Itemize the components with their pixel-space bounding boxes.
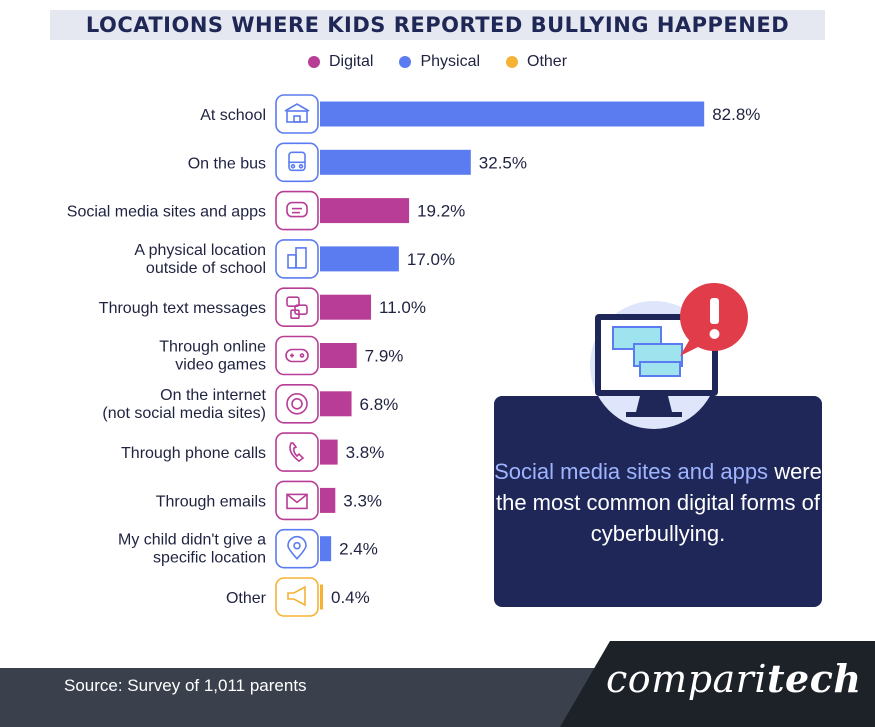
icon-frame <box>275 94 319 134</box>
globe-icon <box>286 392 308 415</box>
category-label: Social media sites and apps <box>67 204 266 221</box>
bar <box>320 343 357 368</box>
message-window-icon <box>639 361 681 377</box>
callout-box <box>494 396 822 607</box>
bar <box>320 584 323 610</box>
comparitech-logo: comparitech <box>606 656 862 701</box>
location-pin-icon <box>287 535 307 560</box>
icon-frame <box>275 432 319 472</box>
monitor-base <box>626 412 682 417</box>
chart-row: 11.0% Through text messages <box>99 287 426 328</box>
bar <box>320 294 372 320</box>
legend-item-other: Other <box>506 53 567 71</box>
brand-bold: tech <box>767 656 862 701</box>
megaphone-icon <box>287 585 306 607</box>
title-background <box>50 10 825 40</box>
value-label: 7.9% <box>365 347 404 366</box>
buildings-icon <box>287 247 307 269</box>
chart-row: 82.8% At school <box>200 94 760 134</box>
category-label: My child didn't give a specific location <box>118 532 266 567</box>
category-label: Through emails <box>156 493 266 510</box>
callout-text: Social media sites and apps were the mos… <box>494 456 822 549</box>
gamepad-icon <box>285 348 309 363</box>
icon-frame <box>275 239 319 279</box>
monitor-illustration <box>590 283 748 429</box>
icon-frame <box>275 480 319 521</box>
value-label: 3.8% <box>346 443 385 462</box>
chart-row: 17.0% A physical location outside of schoo… <box>134 239 455 279</box>
chart-rows: 82.8% At school 32.5% On the bus 19.2% Social… <box>67 94 760 617</box>
bus-icon <box>288 151 306 172</box>
alert-exclamation-bar <box>710 298 719 324</box>
footer-graphics <box>0 641 875 727</box>
bar <box>320 439 338 465</box>
text-messages-icon <box>286 296 308 320</box>
legend-swatch-physical <box>399 56 412 68</box>
category-label: Through online video games <box>159 339 266 374</box>
bar <box>320 536 332 562</box>
icon-frame <box>275 287 319 328</box>
footer-brand-panel <box>560 641 875 727</box>
icon-frame <box>275 383 319 424</box>
chart-row: 7.9% Through online video games <box>159 335 404 376</box>
icon-frame <box>275 577 319 617</box>
phone-icon <box>289 442 305 463</box>
category-label: At school <box>200 107 266 124</box>
value-label: 3.3% <box>343 491 382 510</box>
school-icon <box>284 103 310 123</box>
icon-frame <box>275 335 319 376</box>
legend-item-digital: Digital <box>307 53 374 71</box>
chart-title: LOCATIONS WHERE KIDS REPORTED BULLYING H… <box>85 13 790 37</box>
icon-frame <box>275 190 319 231</box>
chart-row: 3.8% Through phone calls <box>121 432 385 472</box>
bar <box>320 391 352 417</box>
envelope-icon <box>286 493 308 510</box>
bar <box>320 246 399 272</box>
legend-item-physical: Physical <box>399 53 480 71</box>
category-label: Through phone calls <box>121 445 266 462</box>
chart-row: 3.3% Through emails <box>156 480 382 521</box>
chart-legend: Digital Physical Other <box>0 50 875 74</box>
value-label: 17.0% <box>407 250 455 269</box>
monitor-stand <box>636 396 672 412</box>
legend-label-other: Other <box>527 53 568 70</box>
value-label: 11.0% <box>379 298 426 317</box>
chat-bubble-icon <box>286 201 308 218</box>
alert-bubble-tail <box>680 339 700 356</box>
bar <box>320 198 410 224</box>
category-label: A physical location outside of school <box>134 242 266 277</box>
value-label: 6.8% <box>360 395 399 414</box>
chart-row: 6.8% On the internet (not social media sit… <box>102 383 399 424</box>
legend-swatch-other <box>506 56 519 68</box>
callout-body: were the most common digital forms of cy… <box>495 459 822 546</box>
chart-row: 2.4% My child didn't give a specific locat… <box>118 528 378 569</box>
category-label: On the internet (not social media sites) <box>102 387 266 422</box>
value-label: 2.4% <box>339 540 378 559</box>
chart-row: 0.4% Other <box>226 577 370 617</box>
category-label: Through text messages <box>99 300 266 317</box>
value-label: 19.2% <box>417 202 465 221</box>
legend-label-digital: Digital <box>328 53 374 70</box>
brand-regular: compari <box>606 657 767 701</box>
value-label: 82.8% <box>712 105 760 124</box>
callout-highlight: Social media sites and apps <box>494 459 769 484</box>
category-label: On the bus <box>188 155 266 172</box>
value-label: 32.5% <box>479 153 527 172</box>
source-note: Source: Survey of 1,011 parents <box>64 676 307 695</box>
chart-row: 32.5% On the bus <box>188 142 527 183</box>
category-label: Other <box>226 590 267 607</box>
legend-label-physical: Physical <box>420 53 481 70</box>
bar <box>320 487 336 513</box>
bar <box>320 101 705 127</box>
legend-swatch-digital <box>307 56 320 68</box>
chart-row: 19.2% Social media sites and apps <box>67 190 465 231</box>
bar <box>320 149 471 175</box>
value-label: 0.4% <box>331 588 370 607</box>
alert-exclamation-dot <box>709 329 720 339</box>
